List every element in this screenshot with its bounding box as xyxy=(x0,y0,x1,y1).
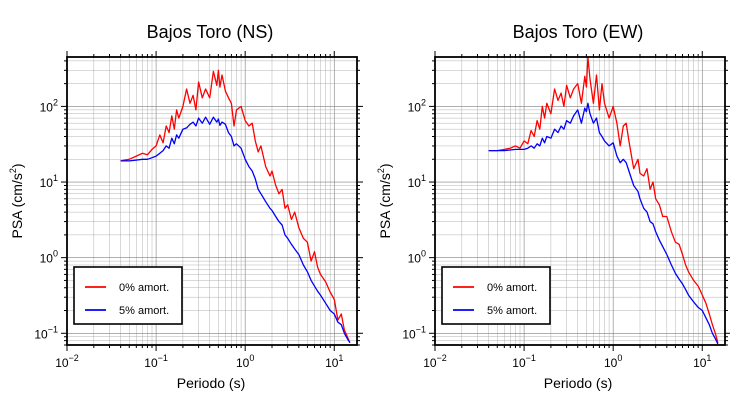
tick-label-exponent: 2 xyxy=(53,97,58,107)
tick-label-base: 10 xyxy=(402,327,416,341)
grid xyxy=(66,57,357,346)
tick-label-exponent: 0 xyxy=(617,353,622,363)
x-tick-label: 10−2 xyxy=(423,353,447,370)
tick-label-base: 10 xyxy=(423,356,437,370)
tick-label-exponent: −2 xyxy=(69,353,79,363)
series-layer xyxy=(120,69,351,344)
y-tick-label: 101 xyxy=(408,173,426,190)
tick-label-exponent: −1 xyxy=(48,324,58,334)
legend: 0% amort. 5% amort. xyxy=(441,266,551,325)
y-tick-label: 102 xyxy=(408,97,426,114)
x-tick-label: 101 xyxy=(325,353,343,370)
tick-label-base: 10 xyxy=(693,356,707,370)
series-line-0 xyxy=(120,69,351,343)
tick-label-base: 10 xyxy=(604,356,618,370)
x-tick-label: 101 xyxy=(693,353,711,370)
tick-label-exponent: −1 xyxy=(526,353,536,363)
tick-label-base: 10 xyxy=(408,100,422,114)
tick-label-exponent: 1 xyxy=(706,353,711,363)
tick-label-base: 10 xyxy=(34,327,48,341)
y-axis-label-base: PSA (cm/s xyxy=(377,173,393,238)
y-tick-label: 102 xyxy=(40,97,58,114)
legend-box xyxy=(441,266,551,325)
tick-label-base: 10 xyxy=(408,176,422,190)
x-tick-label: 10−1 xyxy=(512,353,536,370)
y-axis-label-superscript: 2 xyxy=(376,168,386,173)
y-tick-label: 100 xyxy=(408,249,426,266)
y-axis-label-close: ) xyxy=(9,163,25,168)
chart-panel-ew: Bajos Toro (EW) 10−2 10−1 100 10110−1100101… xyxy=(376,22,730,391)
x-axis-label: Periodo (s) xyxy=(544,375,612,391)
tick-label-base: 10 xyxy=(408,252,422,266)
x-tick-label: 100 xyxy=(236,353,254,370)
tick-label-base: 10 xyxy=(325,356,339,370)
y-axis-label: PSA (cm/s2) xyxy=(376,163,393,238)
tick-label-base: 10 xyxy=(40,176,54,190)
legend-label-0: 0% amort. xyxy=(487,282,537,294)
tick-label-exponent: −1 xyxy=(158,353,168,363)
series-line-1 xyxy=(120,116,351,344)
x-axis-label: Periodo (s) xyxy=(177,375,245,391)
x-tick-label: 10−2 xyxy=(55,353,79,370)
tick-label-exponent: 0 xyxy=(421,249,426,259)
legend-label-0: 0% amort. xyxy=(119,282,169,294)
tick-label-exponent: 1 xyxy=(53,173,58,183)
y-tick-label: 10−1 xyxy=(34,324,58,341)
series-layer xyxy=(488,56,719,345)
tick-label-exponent: 0 xyxy=(53,249,58,259)
y-tick-label: 10−1 xyxy=(402,324,426,341)
series-line-1 xyxy=(488,102,719,345)
tick-label-base: 10 xyxy=(144,356,158,370)
y-axis-label-base: PSA (cm/s xyxy=(9,173,25,238)
tick-label-exponent: 0 xyxy=(249,353,254,363)
y-axis-label-close: ) xyxy=(377,163,393,168)
tick-label-exponent: −1 xyxy=(416,324,426,334)
chart-title: Bajos Toro (NS) xyxy=(147,22,274,42)
chart-title: Bajos Toro (EW) xyxy=(513,22,644,42)
y-tick-label: 100 xyxy=(40,249,58,266)
y-axis-label: PSA (cm/s2) xyxy=(8,163,25,238)
tick-label-base: 10 xyxy=(55,356,69,370)
legend: 0% amort. 5% amort. xyxy=(73,266,183,325)
tick-label-base: 10 xyxy=(40,252,54,266)
tick-label-base: 10 xyxy=(236,356,250,370)
plot-frame xyxy=(434,56,726,346)
series-line-0 xyxy=(488,56,719,343)
legend-label-1: 5% amort. xyxy=(487,305,537,317)
legend-label-1: 5% amort. xyxy=(119,305,169,317)
tick-label-exponent: 2 xyxy=(421,97,426,107)
tick-label-exponent: −2 xyxy=(437,353,447,363)
tick-label-base: 10 xyxy=(512,356,526,370)
x-tick-label: 10−1 xyxy=(144,353,168,370)
tick-label-base: 10 xyxy=(40,100,54,114)
y-axis-label-superscript: 2 xyxy=(8,168,18,173)
legend-box xyxy=(73,266,183,325)
x-tick-label: 100 xyxy=(604,353,622,370)
y-tick-label: 101 xyxy=(40,173,58,190)
tick-label-exponent: 1 xyxy=(421,173,426,183)
tick-label-exponent: 1 xyxy=(338,353,343,363)
chart-panel-ns: Bajos Toro (NS) 10−2 10−1 100 10110−1100101… xyxy=(8,22,363,391)
plot-frame xyxy=(66,56,358,346)
